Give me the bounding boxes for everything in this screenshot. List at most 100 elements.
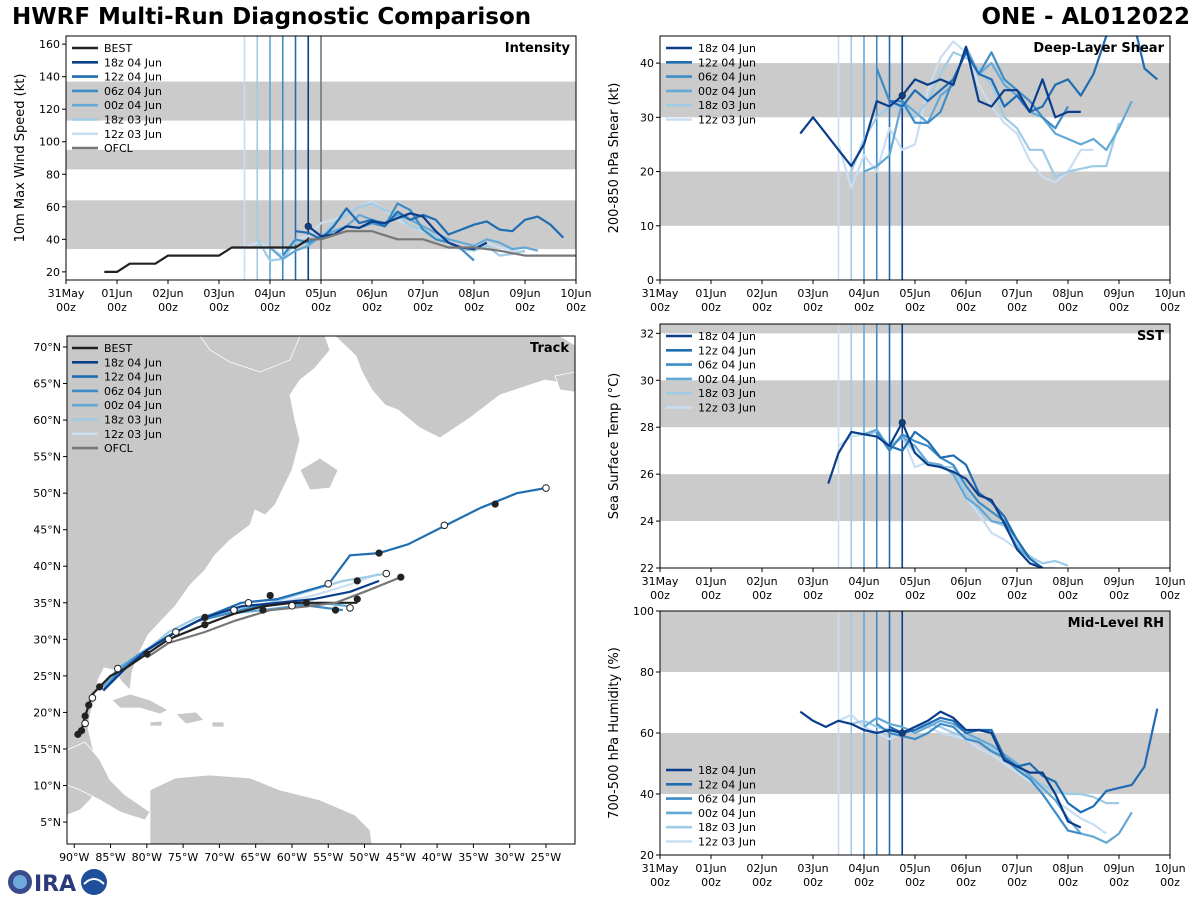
shear-ytick-label: 10 bbox=[640, 220, 654, 233]
track-legend-label: BEST bbox=[104, 342, 132, 355]
shear-legend-label: 18z 03 Jun bbox=[698, 99, 756, 112]
track-marker-5 bbox=[143, 650, 151, 658]
intensity-ytick-label: 140 bbox=[39, 71, 60, 84]
shear-band-0 bbox=[660, 171, 1170, 226]
sst-xtick-label: 07Jun 00z bbox=[1001, 575, 1032, 602]
shear-xtick-label: 31May 00z bbox=[642, 287, 679, 314]
shear-xtick-label: 04Jun 00z bbox=[848, 287, 879, 314]
shear-xtick-label: 01Jun 00z bbox=[695, 287, 726, 314]
shear-series-00z-04-jun bbox=[863, 45, 1133, 173]
intensity-xtick-label: 10Jun 00z bbox=[560, 287, 591, 314]
rh-xtick-label: 08Jun 00z bbox=[1052, 862, 1083, 889]
intensity-legend-label: 18z 04 Jun bbox=[104, 56, 162, 69]
sst-ytick-label: 26 bbox=[640, 468, 654, 481]
track-series-18z-04-jun bbox=[102, 579, 380, 692]
track-marker-21 bbox=[324, 579, 333, 588]
rh-series-12z-04-jun bbox=[889, 708, 1159, 814]
intensity-ytick-label: 20 bbox=[46, 266, 60, 279]
track-ytick-label: 50°N bbox=[33, 487, 61, 500]
sst-xtick-label: 02Jun 00z bbox=[746, 575, 777, 602]
shear-xtick-label: 06Jun 00z bbox=[950, 287, 981, 314]
sst-marker-0 bbox=[898, 418, 906, 427]
shear-legend-label: 06z 04 Jun bbox=[698, 71, 756, 84]
page-title: HWRF Multi-Run Diagnostic Comparison bbox=[12, 4, 532, 30]
track-legend-label: 18z 04 Jun bbox=[104, 356, 162, 369]
track-ytick-label: 25°N bbox=[33, 670, 61, 683]
shear-ytick-label: 30 bbox=[640, 111, 654, 124]
shear-series-18z-04-jun bbox=[799, 45, 1081, 168]
rh-xtick-label: 31May 00z bbox=[642, 862, 679, 889]
chart-track: 5°N 10°N 15°N 20°N 25°N 30°N 35°N 40°N 45°N 50°N 5… bbox=[33, 335, 576, 864]
shear-xtick-label: 08Jun 00z bbox=[1052, 287, 1083, 314]
sst-ylabel: Sea Surface Temp (°C) bbox=[607, 373, 622, 520]
track-xtick-label: 85°W bbox=[95, 851, 125, 864]
intensity-legend-label: 12z 04 Jun bbox=[104, 71, 162, 84]
track-marker-13 bbox=[375, 549, 383, 557]
track-xtick-label: 70°W bbox=[204, 851, 234, 864]
sst-xtick-label: 10Jun 00z bbox=[1154, 575, 1185, 602]
track-xtick-label: 90°W bbox=[59, 851, 89, 864]
track-xtick-label: 50°W bbox=[349, 851, 379, 864]
rh-ytick-label: 100 bbox=[633, 605, 654, 618]
track-series-ofcl bbox=[146, 576, 402, 659]
track-xtick-label: 60°W bbox=[277, 851, 307, 864]
shear-ylabel: 200-850 hPa Shear (kt) bbox=[607, 83, 622, 234]
sst-ytick-label: 24 bbox=[640, 515, 654, 528]
newfoundland-landmass bbox=[299, 457, 339, 491]
shear-marker-0 bbox=[898, 92, 906, 100]
track-marker-19 bbox=[244, 598, 253, 607]
sst-xtick-label: 03Jun 00z bbox=[797, 575, 828, 602]
intensity-xtick-label: 01Jun 00z bbox=[101, 287, 132, 314]
track-xtick-label: 35°W bbox=[458, 851, 488, 864]
rh-title: Mid-Level RH bbox=[1068, 616, 1164, 631]
sst-legend-label: 00z 04 Jun bbox=[698, 373, 756, 386]
track-marker-4 bbox=[96, 683, 104, 691]
intensity-xtick-label: 08Jun 00z bbox=[458, 287, 489, 314]
track-ytick-label: 45°N bbox=[33, 524, 61, 537]
intensity-ytick-label: 40 bbox=[46, 233, 60, 246]
track-marker-29 bbox=[230, 606, 238, 614]
track-marker-22 bbox=[382, 569, 391, 578]
track-ytick-label: 70°N bbox=[33, 341, 61, 354]
rh-legend-label: 12z 04 Jun bbox=[698, 778, 756, 791]
track-xtick-label: 65°W bbox=[240, 851, 270, 864]
rh-legend-label: 18z 03 Jun bbox=[698, 821, 756, 834]
shear-legend-label: 12z 03 Jun bbox=[698, 114, 756, 127]
sst-legend-label: 12z 03 Jun bbox=[698, 402, 756, 415]
svg-text:IRA: IRA bbox=[34, 872, 76, 897]
sst-legend-label: 06z 04 Jun bbox=[698, 359, 756, 372]
chart-sst: 22 24 26 28 30 32 31May 00z 01Jun 00z 02Jun 00z 03Ju… bbox=[607, 323, 1186, 602]
track-marker-24 bbox=[440, 521, 449, 530]
track-marker-17 bbox=[114, 664, 122, 673]
intensity-ytick-label: 120 bbox=[39, 103, 60, 116]
track-marker-7 bbox=[201, 613, 209, 622]
shear-plot-area bbox=[660, 36, 1170, 280]
track-marker-3 bbox=[85, 701, 93, 709]
intensity-xtick-label: 04Jun 00z bbox=[254, 287, 285, 314]
track-marker-26 bbox=[88, 694, 97, 702]
intensity-ytick-label: 160 bbox=[39, 38, 60, 51]
intensity-ytick-label: 60 bbox=[46, 201, 60, 214]
track-legend-label: OFCL bbox=[104, 442, 134, 455]
shear-ytick-label: 0 bbox=[647, 274, 654, 287]
rh-xtick-label: 09Jun 00z bbox=[1103, 862, 1134, 889]
intensity-series-12z-04-jun bbox=[295, 207, 565, 241]
sst-title: SST bbox=[1137, 329, 1164, 344]
track-legend-label: 12z 04 Jun bbox=[104, 371, 162, 384]
rh-xtick-label: 10Jun 00z bbox=[1154, 862, 1185, 889]
rh-marker-0 bbox=[898, 729, 906, 737]
sst-ytick-label: 30 bbox=[640, 374, 654, 387]
track-ytick-label: 30°N bbox=[33, 633, 61, 646]
shear-series-12z-04-jun bbox=[889, 36, 1159, 114]
rh-band-1 bbox=[660, 611, 1170, 672]
chart-intensity: 20 40 60 80 100 120 140 160 31May 00z 01Jun 00z 02Ju… bbox=[13, 35, 592, 314]
rh-xtick-label: 06Jun 00z bbox=[950, 862, 981, 889]
track-marker-16 bbox=[491, 500, 499, 508]
south-america-landmass bbox=[149, 774, 373, 844]
track-frame bbox=[66, 335, 576, 845]
intensity-legend-label: BEST bbox=[104, 42, 132, 55]
sst-legend-label: 18z 04 Jun bbox=[698, 330, 756, 343]
track-xtick-label: 40°W bbox=[422, 851, 452, 864]
rh-band-0 bbox=[660, 733, 1170, 794]
